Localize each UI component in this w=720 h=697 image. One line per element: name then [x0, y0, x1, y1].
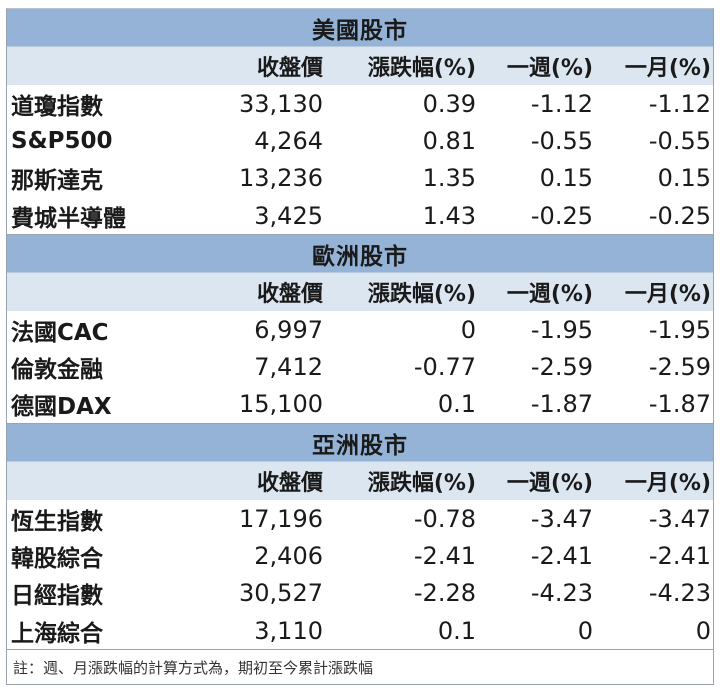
table-row: 倫敦金融 7,412 -0.77 -2.59 -2.59 — [7, 348, 713, 385]
table-row: 恆生指數 17,196 -0.78 -3.47 -3.47 — [7, 500, 713, 537]
column-header-row: 收盤價 漲跌幅(%) 一週(%) 一月(%) — [7, 462, 713, 501]
index-name: 上海綜合 — [11, 620, 103, 647]
table-row: 日經指數 30,527 -2.28 -4.23 -4.23 — [7, 575, 713, 612]
close-price: 30,527 — [239, 579, 323, 608]
index-name: 日經指數 — [11, 583, 103, 610]
column-header-week: 一週(%) — [506, 282, 593, 308]
change-percent: -2.28 — [413, 579, 476, 608]
index-name: 韓股綜合 — [11, 546, 103, 573]
change-percent: 0.39 — [422, 89, 476, 118]
column-header-week: 一週(%) — [506, 471, 593, 497]
week-change: -2.59 — [530, 353, 593, 382]
sections-container: 美國股市 收盤價 漲跌幅(%) 一週(%) 一月(%) 道瓊指數 33,130 0.39 -1.… — [7, 9, 713, 651]
column-header-month: 一月(%) — [624, 471, 711, 497]
week-change: -3.47 — [530, 504, 593, 533]
table-row: S&P500 4,264 0.81 -0.55 -0.55 — [7, 122, 713, 159]
month-change: -2.41 — [648, 542, 711, 571]
column-header-row: 收盤價 漲跌幅(%) 一週(%) 一月(%) — [7, 273, 713, 312]
section-title: 亞洲股市 — [7, 424, 713, 463]
change-percent: 1.35 — [422, 164, 476, 193]
week-change: -1.12 — [530, 89, 593, 118]
close-price: 2,406 — [254, 542, 323, 571]
close-price: 15,100 — [239, 390, 323, 419]
table-row: 那斯達克 13,236 1.35 0.15 0.15 — [7, 160, 713, 197]
column-header-change: 漲跌幅(%) — [367, 56, 476, 81]
index-name: 德國DAX — [11, 394, 112, 421]
index-name: 費城半導體 — [11, 205, 126, 232]
market-section: 亞洲股市收盤價 漲跌幅(%) 一週(%) 一月(%) 恆生指數 17,196 -0.78 -3… — [7, 424, 713, 651]
month-change: -0.55 — [648, 126, 711, 155]
stock-market-table: 美國股市 收盤價 漲跌幅(%) 一週(%) 一月(%) 道瓊指數 33,130 0.39 -1.… — [6, 8, 714, 686]
month-change: -1.87 — [648, 390, 711, 419]
change-percent: 1.43 — [422, 201, 476, 230]
change-percent: 0.81 — [422, 126, 476, 155]
change-percent: 0.1 — [437, 390, 476, 419]
month-change: -1.95 — [648, 315, 711, 344]
close-price: 3,425 — [254, 201, 323, 230]
column-header-change: 漲跌幅(%) — [367, 282, 476, 308]
week-change: -0.25 — [530, 201, 593, 230]
column-header-month: 一月(%) — [624, 282, 711, 308]
column-header-close: 收盤價 — [256, 282, 323, 308]
week-change: -1.95 — [530, 315, 593, 344]
table-row: 費城半導體 3,425 1.43 -0.25 -0.25 — [7, 197, 713, 234]
close-price: 17,196 — [239, 504, 323, 533]
week-change: 0.15 — [539, 164, 593, 193]
index-name: S&P500 — [11, 127, 113, 154]
index-name: 倫敦金融 — [11, 357, 103, 384]
month-change: -3.47 — [648, 504, 711, 533]
week-change: -2.41 — [530, 542, 593, 571]
close-price: 13,236 — [239, 164, 323, 193]
month-change: -0.25 — [648, 201, 711, 230]
table-row: 上海綜合 3,110 0.1 0 0 — [7, 612, 713, 649]
month-change: -1.12 — [648, 89, 711, 118]
change-percent: -2.41 — [413, 542, 476, 571]
close-price: 4,264 — [254, 126, 323, 155]
week-change: -1.87 — [530, 390, 593, 419]
week-change: -0.55 — [530, 126, 593, 155]
section-title: 歐洲股市 — [7, 235, 713, 274]
column-header-close: 收盤價 — [256, 56, 323, 81]
close-price: 33,130 — [239, 89, 323, 118]
month-change: -4.23 — [648, 579, 711, 608]
week-change: -4.23 — [530, 579, 593, 608]
month-change: 0.15 — [657, 164, 711, 193]
column-header-month: 一月(%) — [624, 56, 711, 81]
change-percent: 0.1 — [437, 616, 476, 645]
close-price: 6,997 — [254, 315, 323, 344]
month-change: -2.59 — [648, 353, 711, 382]
footnote: 註：週、月漲跌幅的計算方式為，期初至今累計漲跌幅 — [13, 658, 374, 677]
change-percent: 0 — [460, 315, 476, 344]
table-row: 韓股綜合 2,406 -2.41 -2.41 -2.41 — [7, 537, 713, 574]
column-header-change: 漲跌幅(%) — [367, 471, 476, 497]
close-price: 7,412 — [254, 353, 323, 382]
close-price: 3,110 — [254, 616, 323, 645]
table-row: 德國DAX 15,100 0.1 -1.87 -1.87 — [7, 386, 713, 423]
index-name: 法國CAC — [11, 319, 109, 346]
week-change: 0 — [577, 616, 593, 645]
section-title: 美國股市 — [7, 9, 713, 47]
column-header-row: 收盤價 漲跌幅(%) 一週(%) 一月(%) — [7, 47, 713, 85]
market-section: 美國股市收盤價 漲跌幅(%) 一週(%) 一月(%) 道瓊指數 33,130 0.39 -1.… — [7, 9, 713, 236]
change-percent: -0.78 — [413, 504, 476, 533]
market-section: 歐洲股市收盤價 漲跌幅(%) 一週(%) 一月(%) 法國CAC 6,997 0 -1.95 -… — [7, 235, 713, 425]
table-row: 法國CAC 6,997 0 -1.95 -1.95 — [7, 311, 713, 348]
column-header-week: 一週(%) — [506, 56, 593, 81]
index-name: 道瓊指數 — [11, 93, 103, 120]
table-row: 道瓊指數 33,130 0.39 -1.12 -1.12 — [7, 85, 713, 122]
column-header-close: 收盤價 — [256, 471, 323, 497]
month-change: 0 — [695, 616, 711, 645]
index-name: 那斯達克 — [11, 168, 103, 195]
change-percent: -0.77 — [413, 353, 476, 382]
index-name: 恆生指數 — [11, 508, 103, 535]
